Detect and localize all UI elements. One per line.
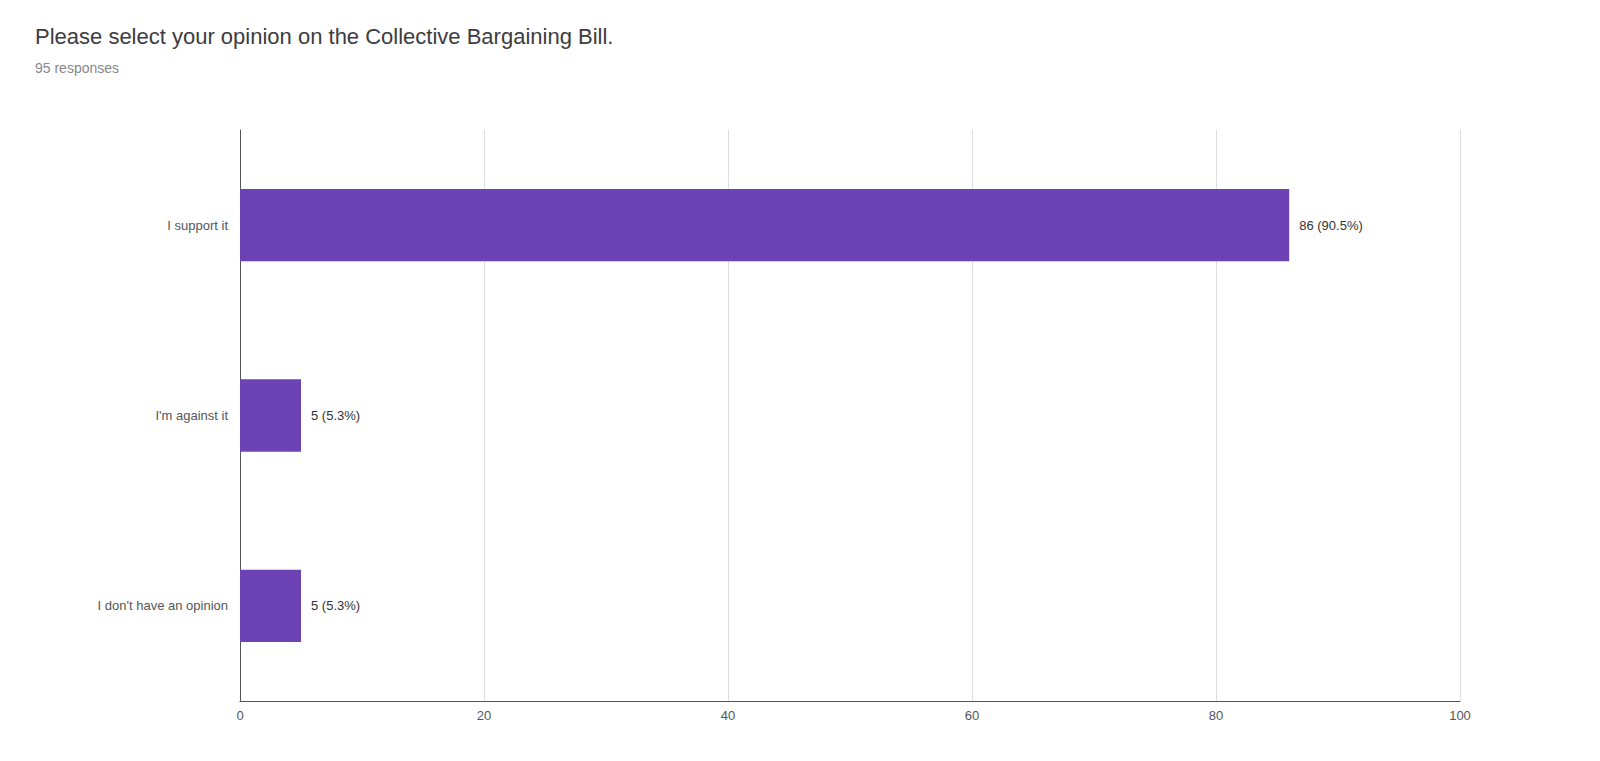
svg-text:5 (5.3%): 5 (5.3%)	[311, 408, 360, 423]
svg-text:80: 80	[1209, 708, 1223, 723]
svg-text:0: 0	[236, 708, 243, 723]
svg-text:95 responses: 95 responses	[35, 60, 119, 76]
svg-text:5 (5.3%): 5 (5.3%)	[311, 598, 360, 613]
svg-text:60: 60	[965, 708, 979, 723]
svg-text:86 (90.5%): 86 (90.5%)	[1299, 218, 1363, 233]
svg-text:40: 40	[721, 708, 735, 723]
svg-text:20: 20	[477, 708, 491, 723]
svg-text:100: 100	[1449, 708, 1471, 723]
svg-text:I don't have an opinion: I don't have an opinion	[98, 598, 228, 613]
svg-text:I support it: I support it	[167, 218, 228, 233]
svg-text:Please select your opinion on: Please select your opinion on the Collec…	[35, 24, 613, 49]
svg-text:I'm against it: I'm against it	[155, 408, 228, 423]
